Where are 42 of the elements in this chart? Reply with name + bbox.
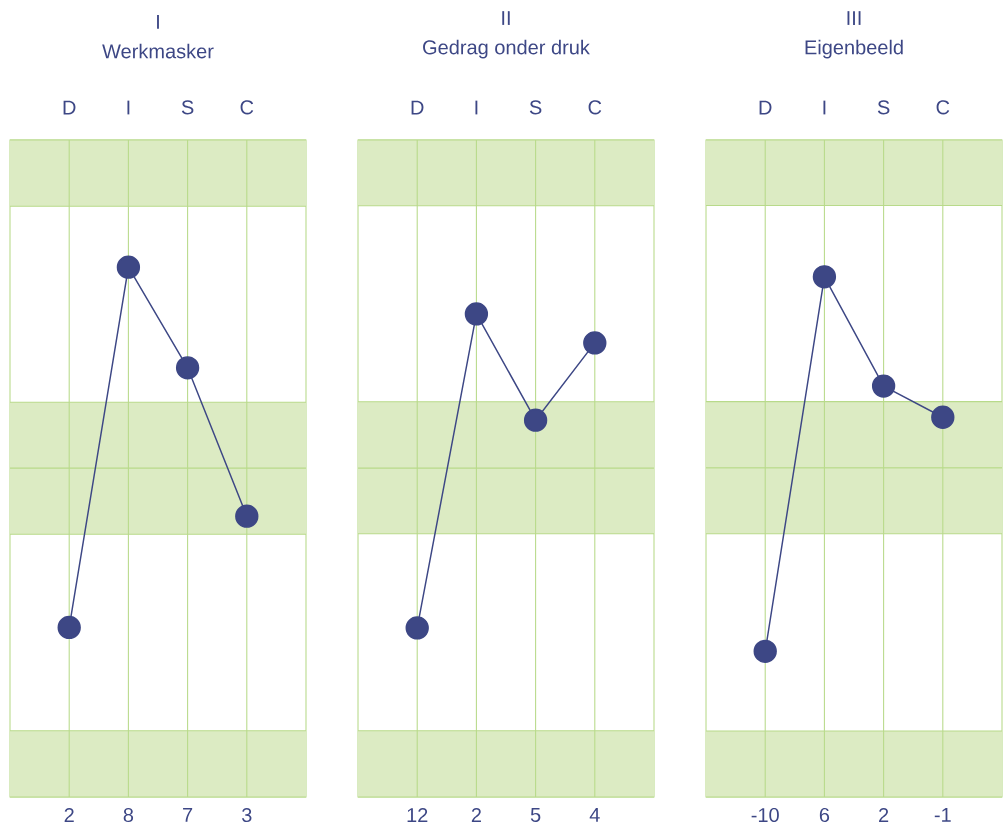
text: 8 [123, 807, 134, 823]
text: 2 [64, 807, 74, 822]
text: -10 [751, 807, 779, 823]
point [116, 255, 141, 279]
point [405, 616, 429, 640]
point [523, 408, 548, 432]
point [57, 615, 81, 640]
chart-subtitle: Gedrag onder druk [423, 39, 590, 59]
point [235, 504, 259, 528]
point [464, 302, 489, 326]
point [931, 405, 955, 429]
point [812, 265, 837, 289]
x-tick-label: D [411, 100, 424, 115]
text: 6 [819, 807, 830, 823]
x-tick-label: D [63, 100, 76, 115]
x-tick-label: I [823, 100, 826, 115]
chart-subtitle: Eigenbeeld [805, 39, 903, 59]
text: 12 [407, 807, 428, 822]
x-tick-label: I [127, 100, 130, 115]
x-tick-label: S [529, 100, 542, 115]
text: 4 [589, 807, 600, 822]
x-tick-label: C [588, 100, 602, 115]
point [753, 639, 777, 664]
chart-title: III [847, 11, 861, 25]
chart-title: II [502, 11, 510, 25]
x-tick-label: I [475, 100, 478, 115]
text: 5 [530, 807, 541, 822]
text: 3 [241, 807, 252, 823]
x-tick-label: D [759, 100, 772, 115]
x-tick-label: S [181, 100, 194, 115]
point [175, 356, 200, 380]
chart-title: I [157, 15, 159, 29]
x-tick-label: C [936, 100, 950, 115]
x-tick-label: S [877, 100, 890, 115]
point [871, 374, 896, 398]
chart-subtitle: Werkmasker [102, 43, 214, 59]
text: -1 [934, 807, 951, 822]
point [583, 331, 607, 355]
x-tick-label: C [240, 100, 254, 115]
text: 2 [471, 807, 481, 822]
text: 7 [183, 807, 193, 822]
text: 2 [879, 807, 889, 822]
